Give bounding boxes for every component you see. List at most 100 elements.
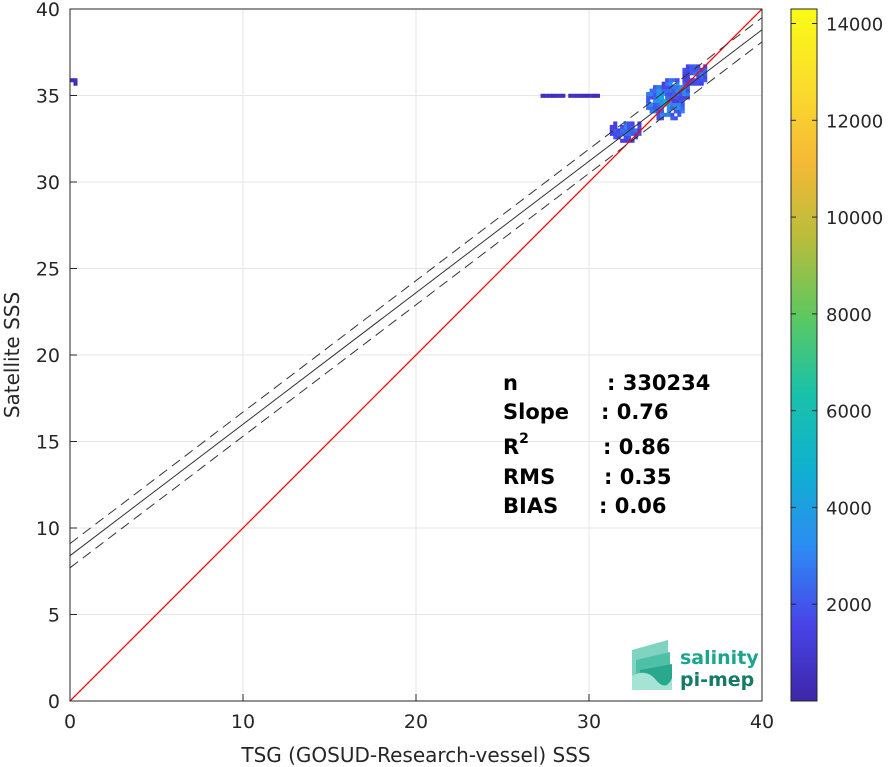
density-cell (672, 85, 677, 90)
colorbar-tick-label: 12000 (826, 111, 883, 132)
density-cell (665, 92, 670, 97)
density-cell (685, 74, 690, 79)
x-tick-label: 0 (64, 711, 76, 733)
density-cell (582, 93, 587, 98)
density-cell (699, 74, 704, 79)
density-cell (630, 128, 635, 133)
density-cell (649, 95, 654, 100)
density-cell (668, 81, 673, 86)
density-cell (616, 128, 621, 133)
density-cell (685, 95, 690, 100)
density-cell (620, 138, 625, 143)
colorbar-tick-label: 6000 (826, 402, 872, 423)
x-axis-ticks: 0 10 20 30 40 (64, 694, 774, 733)
density-cell (620, 131, 625, 136)
density-cell (653, 95, 658, 100)
density-cell (656, 112, 661, 117)
density-cell (692, 81, 697, 86)
x-axis-label: TSG (GOSUD-Research-vessel) SSS (240, 743, 590, 767)
density-cell (692, 64, 697, 69)
density-cell (666, 102, 671, 107)
density-cell (670, 116, 675, 121)
stat-value: : 0.86 (603, 435, 671, 459)
density-cell (672, 88, 677, 93)
density-cell (550, 93, 555, 98)
y-tick-label: 10 (36, 518, 60, 540)
density-cell (73, 78, 78, 83)
density-cell (685, 88, 690, 93)
density-cell (668, 78, 673, 83)
density-cell (678, 98, 684, 104)
density-cell (646, 92, 651, 97)
stats-box: n: 330234 Slope: 0.76 R2: 0.86 RMS: 0.35 BIA… (503, 371, 710, 518)
density-cell (670, 112, 675, 117)
density-cell (661, 81, 666, 86)
density-cell (692, 67, 697, 72)
density-cell (672, 98, 677, 104)
density-cell (692, 71, 697, 76)
density-cell (699, 71, 704, 76)
density-cell (675, 88, 680, 93)
density-cell (561, 93, 566, 98)
density-cell (666, 112, 671, 117)
density-cell (689, 64, 694, 69)
density-cell (682, 92, 687, 97)
density-cell (653, 85, 658, 90)
density-cell (633, 128, 639, 133)
density-cell (675, 85, 680, 90)
colorbar-tick-label: 10000 (826, 208, 883, 229)
density-cell (656, 85, 661, 90)
density-cell (665, 95, 670, 100)
density-cell (675, 81, 680, 86)
density-cell (656, 116, 661, 121)
density-cell (682, 71, 687, 76)
density-cell (682, 81, 687, 86)
density-cell (682, 67, 687, 72)
density-cell (656, 92, 661, 97)
density-cell (627, 138, 632, 143)
density-cell (637, 124, 642, 129)
density-cell (623, 124, 628, 129)
confidence-line (70, 41, 762, 569)
colorbar (790, 8, 818, 702)
density-cell (613, 121, 618, 126)
density-cell (70, 78, 75, 83)
density-cell (659, 98, 664, 104)
y-tick-label: 15 (36, 432, 60, 454)
density-cell (665, 85, 670, 90)
density-cell (675, 78, 680, 83)
density-cell (623, 121, 628, 126)
density-cell (557, 93, 562, 98)
density-cell (609, 128, 614, 133)
density-cell (554, 93, 559, 98)
y-tick-label: 35 (36, 86, 60, 108)
density-cell (680, 105, 685, 110)
density-cell (680, 102, 685, 107)
stat-label: BIAS (503, 494, 558, 518)
density-cell (659, 105, 664, 110)
density-cell (670, 105, 675, 110)
density-cell (646, 95, 651, 100)
colorbar-tick-label: 4000 (826, 498, 872, 519)
density-cell (689, 71, 694, 76)
one-to-one-line (70, 9, 762, 701)
stat-label: Slope (503, 400, 569, 424)
density-cell (672, 78, 677, 83)
density-cell (649, 102, 654, 107)
density-cell (677, 105, 682, 110)
density-cell (627, 135, 632, 140)
density-cell (630, 131, 635, 136)
density-cell (609, 124, 614, 129)
x-tick-label: 30 (577, 711, 601, 733)
density-cell (656, 98, 661, 104)
density-cell (653, 98, 658, 104)
colorbar-tick-label: 8000 (826, 305, 872, 326)
density-cell (668, 92, 673, 97)
y-tick-label: 40 (36, 0, 60, 21)
density-cell (685, 71, 690, 76)
colorbar-tick-label: 14000 (826, 15, 883, 36)
y-tick-label: 30 (36, 172, 60, 194)
density-cell (630, 121, 635, 126)
density-cell (627, 124, 632, 129)
